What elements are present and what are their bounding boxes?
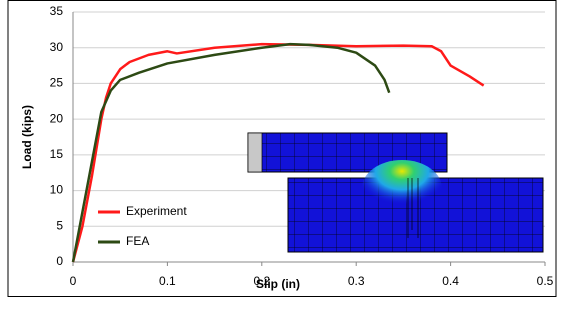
x-tick-label: 0 bbox=[70, 274, 77, 288]
x-axis-label: Slip (in) bbox=[256, 277, 300, 291]
x-tick-label: 0.4 bbox=[442, 274, 459, 288]
legend-label: FEA bbox=[126, 234, 149, 248]
y-tick-label: 10 bbox=[50, 183, 64, 197]
chart: 0510152025303500.10.20.30.40.5Experiment… bbox=[0, 0, 564, 321]
y-tick-label: 25 bbox=[50, 76, 64, 90]
y-axis-label: Load (kips) bbox=[20, 105, 34, 169]
y-tick-label: 35 bbox=[50, 4, 64, 18]
y-tick-label: 5 bbox=[56, 218, 63, 232]
y-tick-label: 30 bbox=[50, 40, 64, 54]
y-tick-label: 15 bbox=[50, 147, 64, 161]
y-tick-label: 20 bbox=[50, 111, 64, 125]
y-tick-label: 0 bbox=[56, 254, 63, 268]
x-tick-label: 0.3 bbox=[348, 274, 365, 288]
legend-label: Experiment bbox=[126, 204, 187, 218]
x-tick-label: 0.1 bbox=[159, 274, 176, 288]
x-tick-label: 0.5 bbox=[537, 274, 554, 288]
